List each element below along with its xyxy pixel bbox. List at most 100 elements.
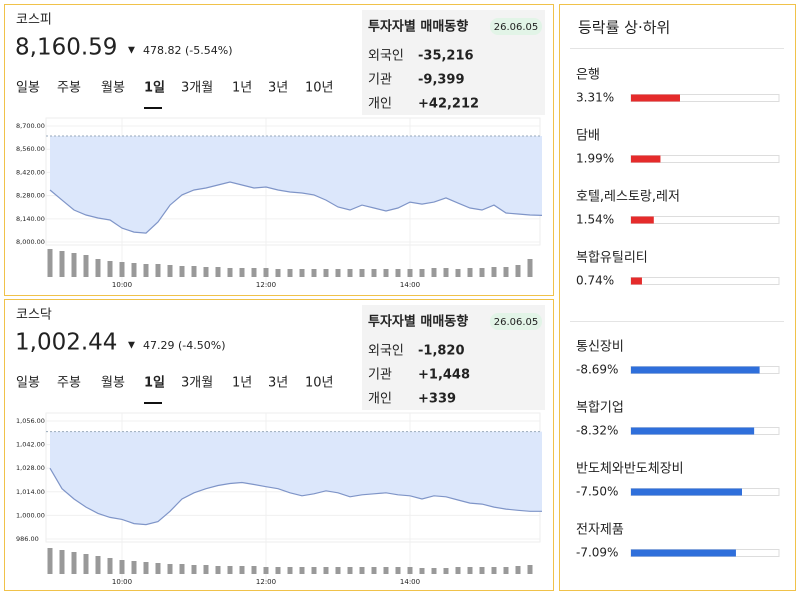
period-tab[interactable]: 3년 [268, 81, 288, 96]
volume-bar [479, 268, 485, 277]
volume-bar [107, 558, 113, 574]
volume-bar [275, 269, 281, 277]
period-tab[interactable]: 월봉 [101, 81, 125, 96]
volume-bar [383, 269, 389, 277]
volume-bar [443, 268, 449, 277]
sector-change: -7.09% [576, 546, 618, 560]
period-tab[interactable]: 3개월 [181, 81, 213, 96]
area-fill [50, 431, 542, 525]
sector-name[interactable]: 복합기업 [576, 401, 624, 416]
sector-change: -7.50% [576, 485, 618, 499]
volume-bar [95, 556, 101, 574]
sector-change: -8.32% [576, 424, 618, 438]
investor-title: 투자자별 매매동향 [368, 314, 468, 330]
period-tab[interactable]: 1일 [144, 376, 165, 391]
period-tab[interactable]: 일봉 [16, 81, 40, 96]
change-bar [631, 216, 654, 224]
down-arrow: ▼ [128, 46, 135, 56]
period-tab[interactable]: 3년 [268, 376, 288, 391]
change-bar [631, 549, 736, 557]
volume-bar [143, 264, 149, 277]
investor-value: +1,448 [418, 368, 470, 383]
sector-name[interactable]: 은행 [576, 67, 600, 83]
volume-bar [431, 568, 437, 574]
period-tab[interactable]: 1년 [232, 376, 252, 391]
volume-bar [491, 267, 497, 277]
sector-name[interactable]: 반도체와반도체장비 [576, 462, 684, 477]
volume-bar [527, 565, 533, 574]
volume-bar [323, 567, 329, 574]
volume-bar [95, 259, 101, 277]
y-tick-label: 8,000.00 [16, 238, 45, 246]
volume-bar [203, 565, 209, 574]
volume-bar [359, 567, 365, 574]
volume-bar [335, 567, 341, 574]
volume-bar [155, 264, 161, 277]
date: 26.06.05 [494, 317, 539, 328]
volume-bar [59, 550, 65, 574]
sector-name[interactable]: 호텔,레스토랑,레저 [576, 190, 680, 205]
market-price: 8,160.59 [15, 35, 117, 61]
change-bar [631, 488, 742, 496]
period-tab[interactable]: 3개월 [181, 376, 213, 391]
volume-bar [287, 567, 293, 574]
volume-bar [119, 560, 125, 574]
sector-change: 0.74% [576, 274, 614, 288]
y-tick-label: 8,700.00 [16, 122, 45, 130]
volume-bar [239, 566, 245, 574]
volume-bar [179, 266, 185, 277]
volume-bar [443, 568, 449, 574]
period-tab[interactable]: 10년 [305, 376, 334, 391]
y-tick-label: 1,014.00 [16, 488, 45, 496]
x-tick-label: 10:00 [112, 281, 132, 289]
volume-bar [503, 267, 509, 277]
volume-bar [299, 269, 305, 277]
investor-label: 외국인 [368, 49, 404, 64]
sector-change: 1.54% [576, 213, 614, 227]
change-bar [631, 366, 760, 374]
volume-bar [203, 267, 209, 277]
period-tab[interactable]: 1년 [232, 81, 252, 96]
volume-bar [467, 268, 473, 277]
sector-change: -8.69% [576, 363, 618, 377]
investor-label: 기관 [368, 368, 392, 383]
x-tick-label: 10:00 [112, 578, 132, 586]
x-tick-label: 12:00 [256, 578, 276, 586]
sector-name[interactable]: 통신장비 [576, 340, 624, 355]
period-tab[interactable]: 주봉 [57, 376, 81, 391]
period-tab[interactable]: 월봉 [101, 376, 125, 391]
period-tab[interactable]: 일봉 [16, 376, 40, 391]
sector-name[interactable]: 전자제품 [576, 523, 624, 538]
investor-label: 기관 [368, 73, 392, 88]
market-change: 478.82 (-5.54%) [143, 44, 232, 57]
volume-bar [407, 567, 413, 574]
volume-bar [251, 566, 257, 574]
date-badge [490, 313, 542, 330]
volume-bar [47, 548, 53, 574]
y-tick-label: 8,420.00 [16, 168, 45, 176]
volume-bar [131, 263, 137, 277]
volume-bar [515, 265, 521, 277]
period-tab[interactable]: 주봉 [57, 81, 81, 96]
volume-bar [527, 259, 533, 277]
sector-name[interactable]: 담배 [576, 129, 600, 144]
investor-title: 투자자별 매매동향 [368, 19, 468, 35]
y-tick-label: 1,042.00 [16, 441, 45, 449]
volume-bar [143, 562, 149, 574]
volume-bar [287, 269, 293, 277]
volume-bar [347, 567, 353, 574]
volume-bar [167, 265, 173, 277]
volume-bar [251, 268, 257, 277]
volume-bar [71, 552, 77, 574]
kosdaq-panel [4, 299, 554, 591]
volume-bar [263, 268, 269, 277]
period-tab[interactable]: 10년 [305, 81, 334, 96]
market-price: 1,002.44 [15, 330, 117, 356]
volume-bar [479, 567, 485, 574]
sector-name[interactable]: 복합유틸리티 [576, 251, 648, 266]
period-tab[interactable]: 1일 [144, 81, 165, 96]
investor-value: +339 [418, 392, 456, 407]
volume-bar [359, 269, 365, 277]
volume-bar [59, 251, 65, 277]
